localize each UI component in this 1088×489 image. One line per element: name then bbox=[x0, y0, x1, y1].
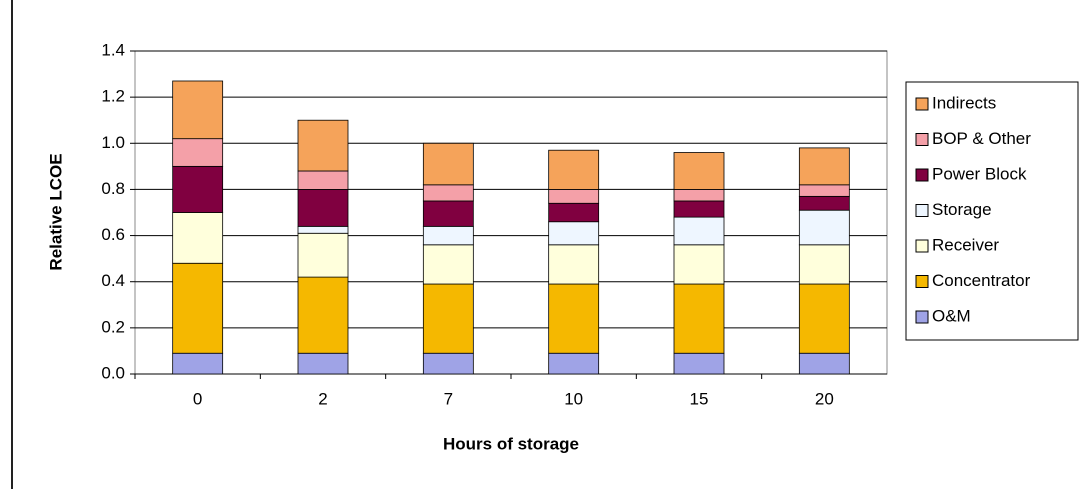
bar-segment bbox=[798, 283, 850, 354]
bar-segment bbox=[673, 189, 725, 202]
bar-segment bbox=[798, 184, 850, 197]
y-tick-label: 1.4 bbox=[101, 40, 125, 59]
bar-segment bbox=[422, 142, 474, 186]
x-tick-label: 0 bbox=[193, 389, 202, 408]
legend-label: Indirects bbox=[932, 93, 996, 112]
x-tick-label: 7 bbox=[444, 389, 453, 408]
bar-segment bbox=[548, 221, 600, 246]
x-tick-label: 10 bbox=[564, 389, 583, 408]
bar-segment bbox=[297, 119, 349, 172]
bar-segment bbox=[422, 225, 474, 246]
legend-label: O&M bbox=[932, 306, 971, 325]
legend-label: Concentrator bbox=[932, 271, 1031, 290]
y-tick-label: 1.0 bbox=[101, 133, 125, 152]
x-tick-label: 20 bbox=[815, 389, 834, 408]
y-tick-label: 0.0 bbox=[101, 363, 125, 382]
legend-swatch bbox=[915, 133, 929, 146]
bar-segment bbox=[673, 283, 725, 354]
bar-segment bbox=[297, 232, 349, 278]
bar-segment bbox=[798, 244, 850, 285]
legend-swatch bbox=[915, 275, 929, 288]
bar-segment bbox=[548, 149, 600, 190]
bar-segment bbox=[798, 195, 850, 211]
legend-swatch bbox=[915, 97, 929, 111]
bar-segment bbox=[673, 216, 725, 246]
legend-swatch bbox=[915, 204, 929, 217]
bar-segment bbox=[798, 209, 850, 246]
bar-segment bbox=[422, 352, 474, 375]
bar-segment bbox=[548, 283, 600, 354]
legend-swatch bbox=[915, 239, 929, 253]
bar-segment bbox=[548, 352, 600, 375]
bar-segment bbox=[172, 165, 224, 213]
y-tick-label: 0.4 bbox=[101, 271, 125, 290]
bar-segment bbox=[297, 189, 349, 227]
bar-segment bbox=[172, 352, 224, 375]
bar-segment bbox=[297, 170, 349, 190]
y-tick-label: 1.2 bbox=[101, 87, 125, 106]
bar-segment bbox=[798, 352, 850, 375]
bar-segment bbox=[172, 262, 224, 354]
bar-segment bbox=[297, 352, 349, 375]
legend-label: BOP & Other bbox=[932, 129, 1031, 148]
bar-segment bbox=[548, 189, 600, 204]
bar-segment bbox=[422, 184, 474, 202]
bar-segment bbox=[172, 212, 224, 264]
plot-area bbox=[134, 50, 888, 375]
x-tick-label: 2 bbox=[318, 389, 327, 408]
bar-segment bbox=[172, 80, 224, 140]
legend bbox=[905, 81, 1079, 341]
y-axis-label: Relative LCOE bbox=[46, 153, 65, 270]
bar-segment bbox=[798, 147, 850, 186]
bar-segment bbox=[548, 202, 600, 223]
bar-segment bbox=[422, 283, 474, 354]
y-tick-label: 0.2 bbox=[101, 317, 125, 336]
legend-label: Power Block bbox=[932, 164, 1027, 183]
legend-label: Storage bbox=[932, 200, 992, 219]
bar-segment bbox=[422, 200, 474, 227]
bar-segment bbox=[422, 244, 474, 285]
bar-segment bbox=[673, 200, 725, 218]
y-tick-label: 0.8 bbox=[101, 179, 125, 198]
bar-segment bbox=[673, 352, 725, 375]
legend-label: Receiver bbox=[932, 235, 999, 254]
x-tick-label: 15 bbox=[690, 389, 709, 408]
bar-segment bbox=[172, 138, 224, 167]
legend-swatch bbox=[915, 168, 929, 182]
bar-segment bbox=[673, 152, 725, 190]
bar-segment bbox=[673, 244, 725, 285]
legend-swatch bbox=[915, 310, 929, 324]
bar-segment bbox=[297, 276, 349, 354]
bar-segment bbox=[297, 225, 349, 234]
bar-segment bbox=[548, 244, 600, 285]
y-tick-label: 0.6 bbox=[101, 225, 125, 244]
x-axis-label: Hours of storage bbox=[443, 434, 579, 453]
